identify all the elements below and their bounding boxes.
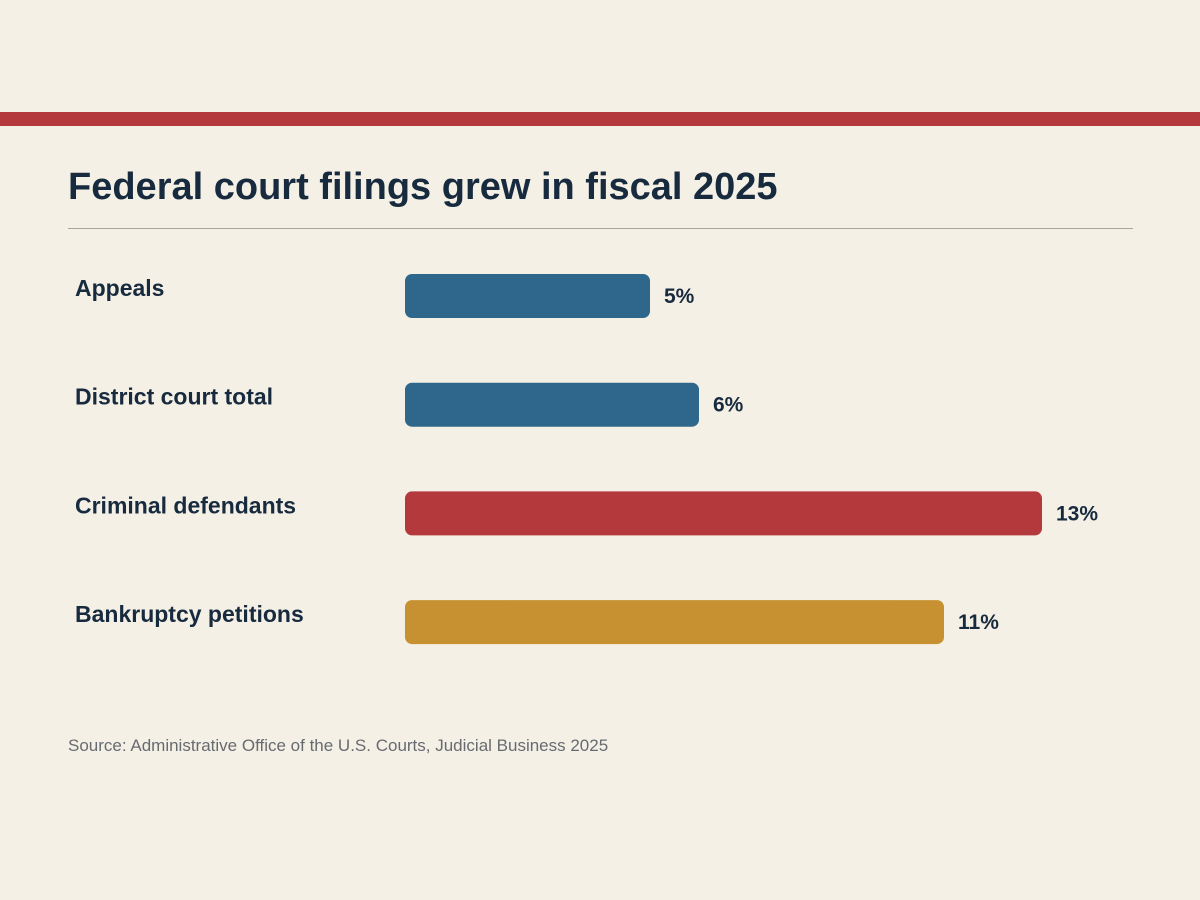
source-note: Source: Administrative Office of the U.S… bbox=[68, 736, 609, 755]
top-accent-rule bbox=[0, 112, 1200, 126]
bar-bankruptcy-petitions bbox=[405, 600, 944, 645]
value-label-appeals: 5% bbox=[664, 285, 695, 308]
category-label-bankruptcy-petitions: Bankruptcy petitions bbox=[75, 601, 304, 627]
bar-criminal-defendants bbox=[405, 491, 1042, 536]
bar-appeals bbox=[405, 274, 650, 318]
value-label-criminal-defendants: 13% bbox=[1056, 502, 1098, 525]
category-label-district-court-total: District court total bbox=[75, 384, 273, 410]
chart-title: Federal court filings grew in fiscal 202… bbox=[68, 166, 778, 208]
category-label-appeals: Appeals bbox=[75, 275, 164, 301]
bar-district-court-total bbox=[405, 382, 699, 427]
title-divider bbox=[68, 228, 1133, 229]
value-label-bankruptcy-petitions: 11% bbox=[958, 611, 999, 634]
category-label-criminal-defendants: Criminal defendants bbox=[75, 492, 296, 518]
value-label-district-court-total: 6% bbox=[713, 394, 744, 417]
